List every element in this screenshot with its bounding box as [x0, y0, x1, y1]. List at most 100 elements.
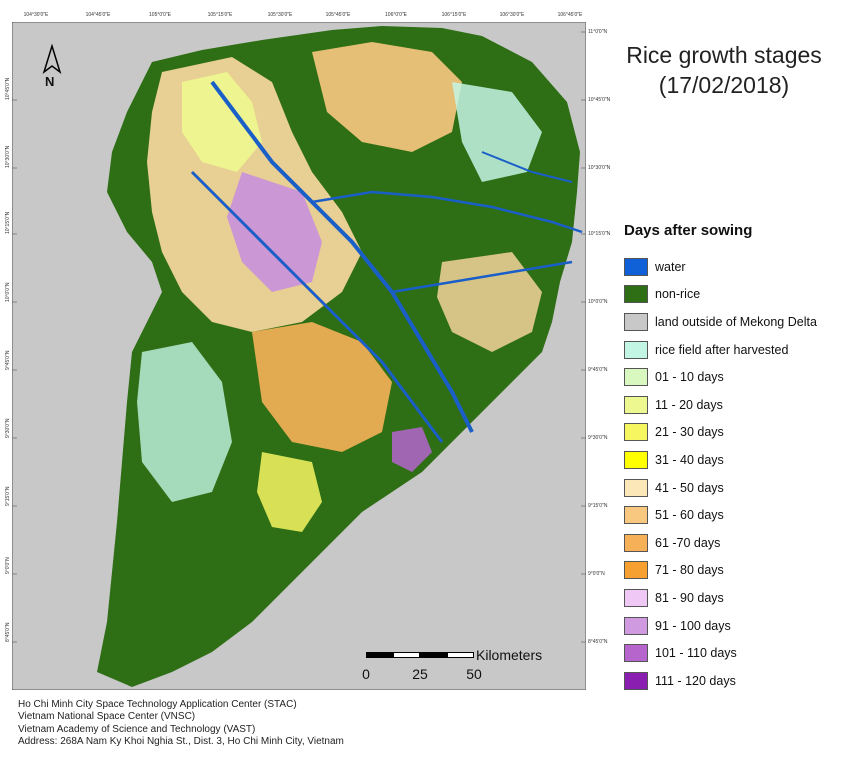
legend-swatch — [624, 312, 648, 331]
legend-swatch — [624, 533, 648, 552]
latitude-label: 9°0'0"N — [588, 571, 605, 577]
map-title-line1: Rice growth stages — [626, 42, 822, 68]
rice-zone-central — [252, 322, 392, 452]
legend-item: 101 - 110 days — [624, 639, 817, 667]
legend-item: water — [624, 253, 817, 281]
latitude-label: 11°0'0"N — [588, 29, 608, 35]
latitude-label: 10°0'0"N — [5, 282, 11, 302]
legend-swatch — [624, 285, 648, 304]
scale-segment-3 — [420, 652, 447, 658]
legend-item: rice field after harvested — [624, 336, 817, 364]
legend-label: land outside of Mekong Delta — [655, 314, 817, 329]
scale-unit: Kilometers — [476, 647, 543, 663]
legend-swatch — [624, 395, 648, 414]
latitude-label: 9°30'0"N — [5, 418, 11, 438]
latitude-label: 10°15'0"N — [5, 211, 11, 234]
credits: Ho Chi Minh City Space Technology Applic… — [18, 699, 344, 749]
latitude-label: 10°30'0"N — [5, 145, 11, 168]
latitude-label: 8°45'0"N — [5, 622, 11, 642]
latitude-label: 10°45'0"N — [5, 77, 11, 100]
rice-zone-purple-west — [227, 172, 322, 292]
legend-label: 61 -70 days — [655, 535, 721, 550]
scale-tick-0: 0 — [362, 666, 370, 682]
graticule-right-labels: 11°0'0"N 10°45'0"N 10°30'0"N 10°15'0"N 1… — [588, 22, 628, 690]
legend-item: 61 -70 days — [624, 529, 817, 557]
legend-label: 71 - 80 days — [655, 563, 724, 578]
legend-label: 111 - 120 days — [655, 673, 736, 688]
legend-label: 41 - 50 days — [655, 480, 724, 495]
legend-item: land outside of Mekong Delta — [624, 308, 817, 336]
river-mekong-main — [210, 80, 474, 433]
graticule-ticks — [12, 31, 586, 643]
legend-label: 81 - 90 days — [655, 590, 724, 605]
scale-tick-25: 25 — [412, 666, 428, 682]
credit-line: Address: 268A Nam Ky Khoi Nghia St., Dis… — [18, 736, 344, 748]
legend: Days after sowing water non-rice land outs… — [624, 222, 817, 695]
legend-label: 21 - 30 days — [655, 425, 724, 440]
legend-item: 91 - 100 days — [624, 612, 817, 640]
credit-line: Vietnam National Space Center (VNSC) — [18, 711, 196, 723]
longitude-label: 105°30'0"E — [267, 12, 293, 18]
rice-zone-purple-south — [392, 427, 432, 472]
latitude-label: 8°45'0"N — [588, 639, 608, 645]
legend-item: 21 - 30 days — [624, 419, 817, 447]
legend-label: 91 - 100 days — [655, 618, 731, 633]
rice-zone-harvested-west — [137, 342, 232, 502]
legend-title: Days after sowing — [624, 222, 753, 239]
legend-swatch — [624, 368, 648, 387]
legend-item: 41 - 50 days — [624, 474, 817, 502]
longitude-label: 105°15'0"E — [207, 12, 233, 18]
legend-items: water non-rice land outside of Mekong Delt… — [624, 253, 817, 695]
legend-label: rice field after harvested — [655, 342, 789, 357]
rice-zone-north-lightorange — [312, 42, 462, 152]
north-label: N — [45, 74, 55, 89]
latitude-label: 9°45'0"N — [5, 350, 11, 370]
latitude-label: 10°45'0"N — [588, 97, 611, 103]
legend-swatch — [624, 671, 648, 690]
longitude-label: 106°15'0"E — [441, 12, 467, 18]
legend-label: 31 - 40 days — [655, 452, 724, 467]
north-arrow-icon — [42, 43, 62, 74]
legend-swatch — [624, 423, 648, 442]
graticule-left-labels: 10°45'0"N 10°30'0"N 10°15'0"N 10°0'0"N 9… — [2, 22, 12, 690]
latitude-label: 10°15'0"N — [588, 231, 611, 237]
scale-tick-50: 50 — [466, 666, 482, 682]
longitude-label: 106°0'0"E — [385, 12, 407, 18]
rice-zone-central-yellow — [257, 452, 322, 532]
north-arrow: N — [40, 43, 64, 90]
rice-zone-harvested-north — [452, 82, 542, 182]
map-canvas[interactable] — [12, 22, 586, 690]
rice-zone-east — [437, 252, 542, 352]
legend-label: 01 - 10 days — [655, 370, 724, 385]
credit-line: Ho Chi Minh City Space Technology Applic… — [18, 699, 297, 710]
legend-item: 11 - 20 days — [624, 391, 817, 419]
legend-label: non-rice — [655, 287, 701, 302]
longitude-label: 104°45'0"E — [85, 12, 111, 18]
longitude-label: 105°0'0"E — [149, 12, 171, 18]
longitude-label: 104°30'0"E — [23, 12, 49, 18]
legend-item: non-rice — [624, 281, 817, 309]
river-bassac — [190, 170, 444, 443]
legend-label: 101 - 110 days — [655, 646, 737, 661]
map-title-line2: (17/02/2018) — [658, 72, 790, 98]
latitude-label: 9°15'0"N — [588, 503, 608, 509]
scale-segment-2 — [393, 652, 420, 658]
legend-swatch — [624, 506, 648, 525]
latitude-label: 10°30'0"N — [588, 165, 611, 171]
legend-swatch — [624, 561, 648, 580]
legend-swatch — [624, 588, 648, 607]
legend-item: 81 - 90 days — [624, 584, 817, 612]
scale-segment-4 — [447, 652, 474, 658]
scale-segment-1 — [366, 652, 393, 658]
longitude-label: 106°30'0"E — [499, 12, 525, 18]
legend-label: 11 - 20 days — [655, 397, 723, 412]
graticule-top-labels: 104°30'0"E 104°45'0"E 105°0'0"E 105°15'0… — [12, 12, 586, 20]
longitude-label: 105°45'0"E — [325, 12, 351, 18]
latitude-label: 10°0'0"N — [588, 299, 608, 305]
latitude-label: 9°15'0"N — [5, 486, 11, 506]
legend-swatch — [624, 644, 648, 663]
legend-label: 51 - 60 days — [655, 508, 724, 523]
longitude-label: 106°45'0"E — [557, 12, 583, 18]
legend-swatch — [624, 340, 648, 359]
river-branch-north — [311, 190, 583, 234]
